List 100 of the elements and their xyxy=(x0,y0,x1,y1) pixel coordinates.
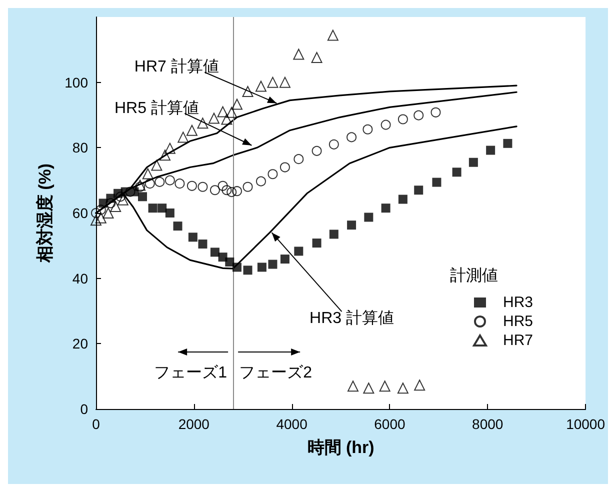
point xyxy=(138,192,148,202)
annotation: HR3 計算値 xyxy=(310,309,394,328)
point xyxy=(397,382,408,394)
point xyxy=(452,168,462,177)
y-tick-label: 40 xyxy=(72,270,88,286)
point xyxy=(311,52,322,64)
point xyxy=(256,176,266,186)
point xyxy=(414,380,426,391)
legend-title: 計測値 xyxy=(450,266,498,284)
x-tick-label: 2000 xyxy=(178,416,210,432)
point xyxy=(218,180,228,191)
point xyxy=(328,139,339,150)
point xyxy=(280,162,290,172)
point xyxy=(231,98,242,110)
point xyxy=(115,192,126,202)
point xyxy=(257,262,266,272)
point xyxy=(142,168,154,180)
point xyxy=(144,178,155,189)
point xyxy=(106,198,116,208)
point xyxy=(348,380,359,392)
legend-label: HR5 xyxy=(502,313,534,330)
point xyxy=(164,142,176,154)
point xyxy=(312,146,322,156)
point xyxy=(329,230,338,239)
point xyxy=(294,154,304,164)
annotation: フェーズ1 xyxy=(154,364,228,382)
point xyxy=(154,176,165,187)
point xyxy=(232,186,242,196)
point xyxy=(174,178,185,189)
point xyxy=(226,187,237,198)
x-tick-label: 8000 xyxy=(472,416,504,432)
point xyxy=(164,175,175,186)
point xyxy=(198,240,208,249)
point xyxy=(125,186,136,197)
point xyxy=(110,200,122,212)
point xyxy=(379,380,390,392)
point xyxy=(148,204,158,213)
point xyxy=(347,220,356,230)
point xyxy=(210,185,220,196)
point xyxy=(398,114,408,124)
point xyxy=(486,146,496,155)
point xyxy=(380,120,391,130)
legend-label: HR7 xyxy=(502,332,534,349)
point xyxy=(363,382,374,394)
point xyxy=(362,124,373,134)
point xyxy=(221,114,232,125)
point xyxy=(432,178,442,187)
x-tick-label: 4000 xyxy=(276,416,308,432)
point xyxy=(226,106,238,118)
point xyxy=(312,238,322,248)
point xyxy=(381,204,390,213)
legend-label: HR3 xyxy=(502,294,534,311)
point xyxy=(208,112,220,124)
point xyxy=(398,194,408,204)
y-tick-label: 80 xyxy=(72,140,88,156)
point xyxy=(364,212,374,222)
point xyxy=(414,110,424,120)
point xyxy=(160,150,171,161)
point xyxy=(96,204,106,215)
point xyxy=(243,266,252,275)
point xyxy=(188,232,198,242)
point xyxy=(217,106,228,118)
point xyxy=(232,262,242,272)
annotation: HR5 計算値 xyxy=(114,98,199,117)
point xyxy=(165,208,174,218)
point xyxy=(327,30,338,41)
y-tick-label: 0 xyxy=(80,401,88,417)
x-axis-title: 時間 (hr) xyxy=(307,438,374,457)
point xyxy=(151,160,162,171)
x-tick-label: 0 xyxy=(92,416,100,432)
x-tick-label: 10000 xyxy=(566,416,606,432)
point xyxy=(268,260,278,269)
point xyxy=(222,185,232,196)
point xyxy=(255,80,266,92)
point xyxy=(468,158,478,167)
point xyxy=(294,246,304,256)
annotation: HR7 計算値 xyxy=(134,58,219,76)
point xyxy=(210,248,220,257)
x-tick-label: 6000 xyxy=(374,416,406,432)
y-tick-label: 60 xyxy=(72,205,88,221)
point xyxy=(268,169,278,180)
point xyxy=(267,76,278,88)
point xyxy=(95,212,106,224)
point xyxy=(90,214,102,226)
point xyxy=(186,124,198,136)
point xyxy=(346,132,357,142)
point xyxy=(430,107,441,118)
point xyxy=(280,254,290,264)
point xyxy=(198,182,208,192)
point xyxy=(503,138,512,148)
y-tick-label: 20 xyxy=(72,336,88,352)
point xyxy=(197,118,208,129)
point xyxy=(178,132,189,143)
y-axis-title: 相対湿度 (%) xyxy=(36,163,55,264)
point xyxy=(102,208,114,218)
point xyxy=(158,204,167,213)
point xyxy=(293,48,304,60)
y-tick-label: 100 xyxy=(64,74,88,90)
point xyxy=(173,222,182,231)
point xyxy=(186,180,197,191)
